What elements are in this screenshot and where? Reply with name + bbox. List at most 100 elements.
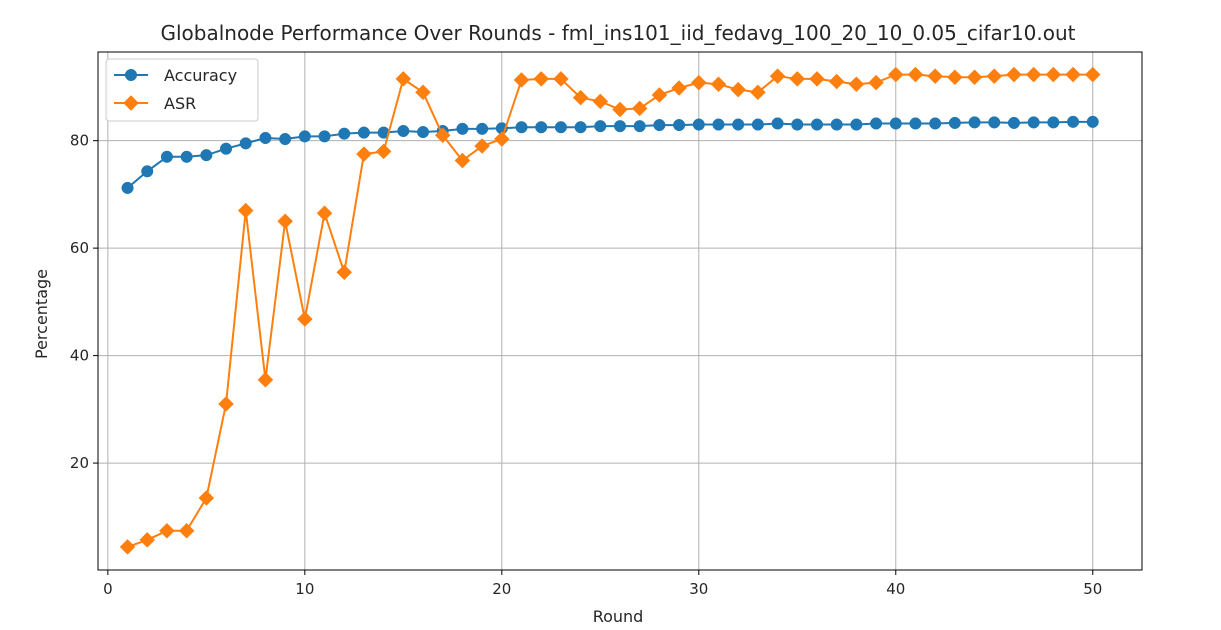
data-point bbox=[789, 71, 806, 87]
data-point bbox=[929, 117, 942, 130]
data-point bbox=[673, 119, 686, 132]
data-point bbox=[868, 74, 884, 91]
series-line bbox=[127, 73, 1093, 548]
legend-marker bbox=[123, 95, 139, 111]
data-point bbox=[178, 522, 195, 539]
x-tick-label: 50 bbox=[1083, 580, 1102, 598]
series-line bbox=[126, 120, 1093, 189]
data-point bbox=[277, 213, 293, 230]
data-point bbox=[159, 522, 175, 539]
data-point bbox=[357, 126, 370, 139]
axis-ticks: 0 10 20 30 40 50 20 40 60 80 bbox=[70, 132, 1102, 598]
chart-title: Globalnode Performance Over Rounds - fml… bbox=[160, 21, 1075, 45]
data-point bbox=[476, 122, 489, 135]
data-point bbox=[474, 138, 490, 154]
data-point bbox=[535, 121, 548, 134]
data-point bbox=[574, 121, 587, 134]
data-point bbox=[986, 68, 1003, 85]
data-point bbox=[692, 118, 705, 131]
data-point bbox=[1084, 66, 1101, 83]
data-point bbox=[259, 131, 272, 145]
data-point bbox=[887, 66, 904, 83]
legend-label: Accuracy bbox=[164, 66, 237, 85]
data-point bbox=[218, 396, 234, 412]
data-point bbox=[533, 71, 550, 87]
data-point bbox=[416, 126, 430, 139]
legend: Accuracy ASR bbox=[105, 58, 259, 122]
data-point bbox=[848, 76, 865, 93]
x-tick-label: 0 bbox=[103, 580, 113, 598]
data-point bbox=[968, 116, 981, 129]
y-tick-label: 60 bbox=[70, 239, 89, 257]
data-point bbox=[651, 87, 668, 103]
data-point bbox=[200, 149, 213, 162]
data-point bbox=[594, 120, 607, 133]
data-point bbox=[771, 117, 784, 130]
data-point bbox=[907, 66, 924, 83]
data-point bbox=[198, 490, 215, 506]
data-point bbox=[1025, 66, 1042, 83]
data-point bbox=[395, 71, 412, 87]
data-point bbox=[434, 127, 451, 144]
data-point bbox=[1086, 115, 1099, 128]
data-point bbox=[927, 68, 944, 85]
data-point bbox=[180, 150, 193, 163]
data-point bbox=[1047, 116, 1060, 129]
series bbox=[119, 66, 1101, 555]
data-point bbox=[947, 69, 963, 86]
data-point bbox=[141, 165, 154, 178]
x-tick-label: 20 bbox=[492, 580, 511, 598]
data-point bbox=[456, 122, 469, 135]
data-point bbox=[966, 69, 983, 86]
x-tick-label: 40 bbox=[886, 580, 905, 598]
data-point bbox=[1027, 116, 1040, 129]
y-axis-label: Percentage bbox=[32, 269, 51, 359]
data-point bbox=[121, 181, 134, 194]
legend-marker bbox=[124, 68, 138, 82]
data-point bbox=[730, 81, 747, 98]
data-point bbox=[553, 71, 569, 87]
data-point bbox=[219, 142, 233, 155]
data-point bbox=[160, 150, 173, 163]
data-point bbox=[889, 117, 902, 130]
x-tick-label: 10 bbox=[295, 580, 314, 598]
data-point bbox=[750, 84, 766, 101]
data-point bbox=[139, 532, 156, 548]
data-point bbox=[712, 118, 725, 131]
data-point bbox=[296, 311, 313, 327]
data-point bbox=[119, 539, 136, 555]
data-point bbox=[809, 71, 825, 87]
data-point bbox=[239, 137, 252, 150]
data-point bbox=[613, 120, 627, 133]
data-point bbox=[810, 118, 824, 131]
legend-item-asr: ASR bbox=[114, 94, 196, 113]
data-point bbox=[397, 124, 410, 138]
data-point bbox=[279, 132, 292, 146]
data-point bbox=[592, 93, 609, 110]
data-point bbox=[631, 100, 648, 117]
data-point bbox=[493, 131, 510, 147]
data-point bbox=[415, 84, 431, 101]
data-point bbox=[515, 121, 528, 134]
data-point bbox=[454, 152, 471, 169]
data-point bbox=[237, 202, 254, 219]
data-point bbox=[948, 116, 961, 129]
data-point bbox=[298, 130, 311, 143]
data-point bbox=[513, 72, 530, 88]
data-point bbox=[870, 117, 883, 130]
data-point bbox=[572, 89, 589, 106]
data-point bbox=[769, 68, 786, 85]
data-point bbox=[257, 371, 274, 388]
data-point bbox=[336, 264, 353, 281]
data-point bbox=[318, 130, 331, 143]
y-tick-label: 40 bbox=[70, 347, 89, 365]
data-point bbox=[375, 143, 392, 160]
plot-area bbox=[97, 51, 1143, 571]
data-point bbox=[338, 127, 351, 140]
data-point bbox=[653, 119, 666, 132]
series-asr bbox=[119, 66, 1101, 555]
data-point bbox=[909, 117, 922, 130]
data-point bbox=[554, 121, 567, 134]
